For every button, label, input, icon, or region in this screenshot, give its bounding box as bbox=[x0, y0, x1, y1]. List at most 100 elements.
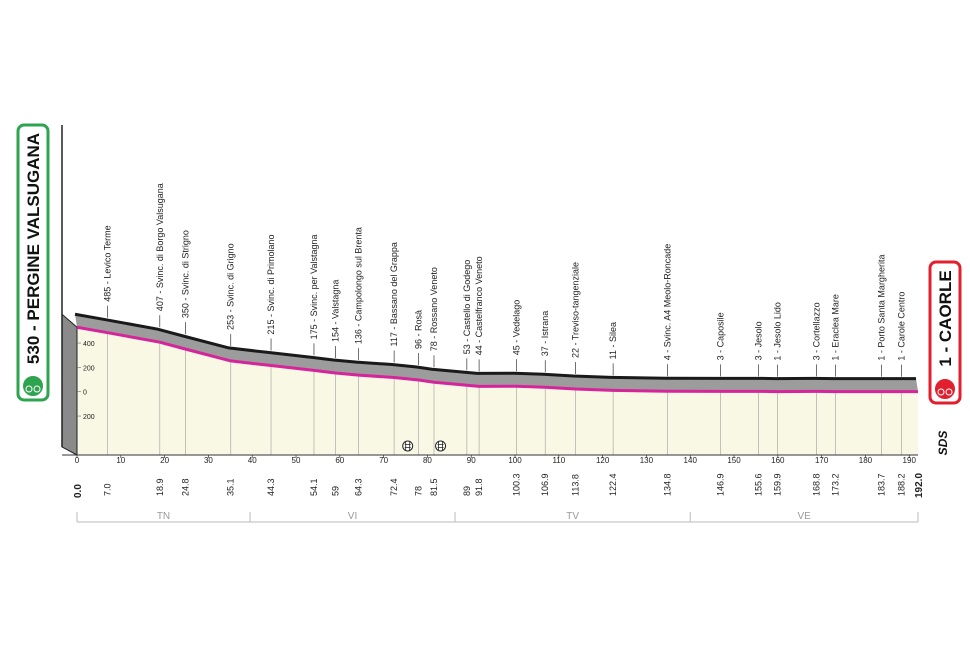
waypoint-km: 113.8 bbox=[570, 474, 580, 496]
waypoint-km: 59 bbox=[330, 486, 340, 496]
waypoint-km: 89 bbox=[462, 486, 472, 496]
waypoint-label: 3 - Jesolo bbox=[754, 321, 764, 360]
crossing-icon bbox=[402, 440, 414, 452]
waypoint-label: 11 - Silea bbox=[608, 322, 618, 359]
waypoint-label: 78 - Rossano Veneto bbox=[429, 267, 439, 351]
waypoint-km: 146.9 bbox=[715, 473, 725, 496]
waypoint-km: 54.1 bbox=[309, 478, 319, 496]
waypoint-label: 253 - Svinc. di Grigno bbox=[226, 243, 236, 330]
finish-icon bbox=[937, 388, 945, 396]
start-box bbox=[16, 123, 50, 402]
province-label: TV bbox=[566, 511, 579, 522]
province-label: VI bbox=[348, 511, 357, 522]
y-tick-label: 200 bbox=[83, 414, 95, 421]
logo: SDS bbox=[936, 431, 950, 456]
waypoint-label: 350 - Svinc. di Strigno bbox=[181, 230, 191, 318]
waypoint-km: 122.4 bbox=[608, 473, 618, 496]
waypoint-label: 1 - Jesolo Lido bbox=[772, 302, 782, 361]
profile-line bbox=[76, 325, 918, 394]
y-tick-label: 0 bbox=[83, 390, 87, 397]
x-tick-label: 190 bbox=[903, 456, 917, 465]
profile-outline bbox=[74, 312, 916, 381]
profile-side bbox=[61, 313, 78, 456]
x-tick-label: 90 bbox=[467, 456, 476, 465]
waypoint-km: 159.9 bbox=[772, 473, 782, 496]
finish-label: 1 - CAORLE bbox=[936, 270, 955, 366]
waypoint-km: 35.1 bbox=[226, 478, 236, 496]
waypoint-km: 168.8 bbox=[811, 473, 821, 496]
waypoint-km: 24.8 bbox=[181, 478, 191, 496]
x-tick-label: 110 bbox=[552, 456, 565, 465]
waypoint-label: 117 - Bassano del Grappa bbox=[389, 242, 399, 346]
waypoint-km: 183.7 bbox=[877, 473, 887, 496]
start-icon bbox=[25, 385, 33, 393]
x-tick-label: 40 bbox=[248, 456, 257, 465]
x-tick-label: 170 bbox=[815, 456, 829, 465]
waypoint-km: 72.4 bbox=[389, 478, 399, 496]
waypoint-km: 18.9 bbox=[155, 478, 165, 496]
waypoint-label: 136 - Campolongo sul Brenta bbox=[354, 227, 364, 344]
waypoint-label: 3 - Caposile bbox=[715, 312, 725, 360]
waypoint-label: 215 - Svinc. di Primolano bbox=[266, 235, 276, 335]
crossing-icon bbox=[435, 440, 447, 452]
start-icon bbox=[21, 374, 45, 398]
waypoint-km: 155.6 bbox=[754, 473, 764, 496]
waypoint-km: 44.3 bbox=[266, 478, 276, 496]
x-tick-label: 10 bbox=[116, 456, 125, 465]
waypoint-label: 4 - Svinc. A4 Meolo-Roncade bbox=[662, 244, 672, 361]
x-tick-label: 80 bbox=[423, 456, 432, 465]
x-tick-label: 100 bbox=[508, 456, 522, 465]
province-label: VE bbox=[797, 511, 811, 522]
finish-icon bbox=[933, 377, 957, 401]
x-tick-label: 140 bbox=[684, 456, 698, 465]
finish-box bbox=[928, 260, 962, 405]
x-tick-label: 60 bbox=[335, 456, 344, 465]
start-icon bbox=[33, 385, 41, 393]
x-tick-label: 150 bbox=[727, 456, 741, 465]
crossing-icon bbox=[404, 442, 411, 450]
waypoint-label: 3 - Cortellazzo bbox=[811, 302, 821, 360]
start-label: 530 - PERGINE VALSUGANA bbox=[24, 133, 43, 364]
x-tick-label: 20 bbox=[160, 456, 169, 465]
profile-band bbox=[75, 314, 918, 392]
x-tick-label: 30 bbox=[204, 456, 213, 465]
waypoint-km: 106.9 bbox=[540, 473, 550, 496]
waypoint-label: 154 - Valstagna bbox=[330, 280, 340, 342]
waypoint-label: 37 - Istrana bbox=[540, 311, 550, 357]
waypoint-km: 188.2 bbox=[896, 473, 906, 496]
finish-icon bbox=[945, 388, 953, 396]
province-label: TN bbox=[157, 511, 170, 522]
start-km: 0.0 bbox=[73, 484, 84, 498]
x-tick-label: 130 bbox=[640, 456, 654, 465]
waypoint-label: 22 - Treviso-tangenziale bbox=[570, 262, 580, 358]
waypoint-km: 7.0 bbox=[103, 483, 113, 496]
x-tick-label: 120 bbox=[596, 456, 610, 465]
profile-fill bbox=[77, 327, 918, 455]
x-tick-label: 160 bbox=[771, 456, 785, 465]
waypoint-label: 485 - Levico Terme bbox=[103, 225, 113, 301]
x-tick-label: 0 bbox=[75, 456, 80, 465]
waypoint-label: 44 - Castelfranco Veneto bbox=[474, 256, 484, 355]
x-tick-label: 180 bbox=[859, 456, 873, 465]
waypoint-km: 91.8 bbox=[474, 478, 484, 496]
waypoint-label: 1 - Porto Santa Margherita bbox=[877, 255, 887, 361]
y-tick-label: 200 bbox=[83, 365, 95, 372]
waypoint-label: 53 - Castello di Godego bbox=[462, 260, 472, 355]
waypoint-km: 64.3 bbox=[354, 478, 364, 496]
crossing-icon bbox=[437, 442, 444, 450]
waypoint-label: 1 - Eraclea Mare bbox=[831, 294, 841, 361]
waypoint-label: 96 - Rosà bbox=[414, 310, 424, 349]
waypoint-km: 100.3 bbox=[511, 473, 521, 496]
x-tick-label: 70 bbox=[379, 456, 388, 465]
y-tick-label: 400 bbox=[83, 341, 95, 348]
waypoint-label: 1 - Carole Centro bbox=[896, 292, 906, 361]
waypoint-km: 173.2 bbox=[831, 473, 841, 496]
waypoint-label: 407 - Svinc. di Borgo Valsugana bbox=[155, 183, 165, 311]
waypoint-km: 134.8 bbox=[662, 473, 672, 496]
waypoint-km: 78 bbox=[414, 486, 424, 496]
finish-km: 192.0 bbox=[914, 473, 925, 498]
waypoint-label: 45 - Vedelago bbox=[511, 300, 521, 356]
x-tick-label: 50 bbox=[292, 456, 301, 465]
